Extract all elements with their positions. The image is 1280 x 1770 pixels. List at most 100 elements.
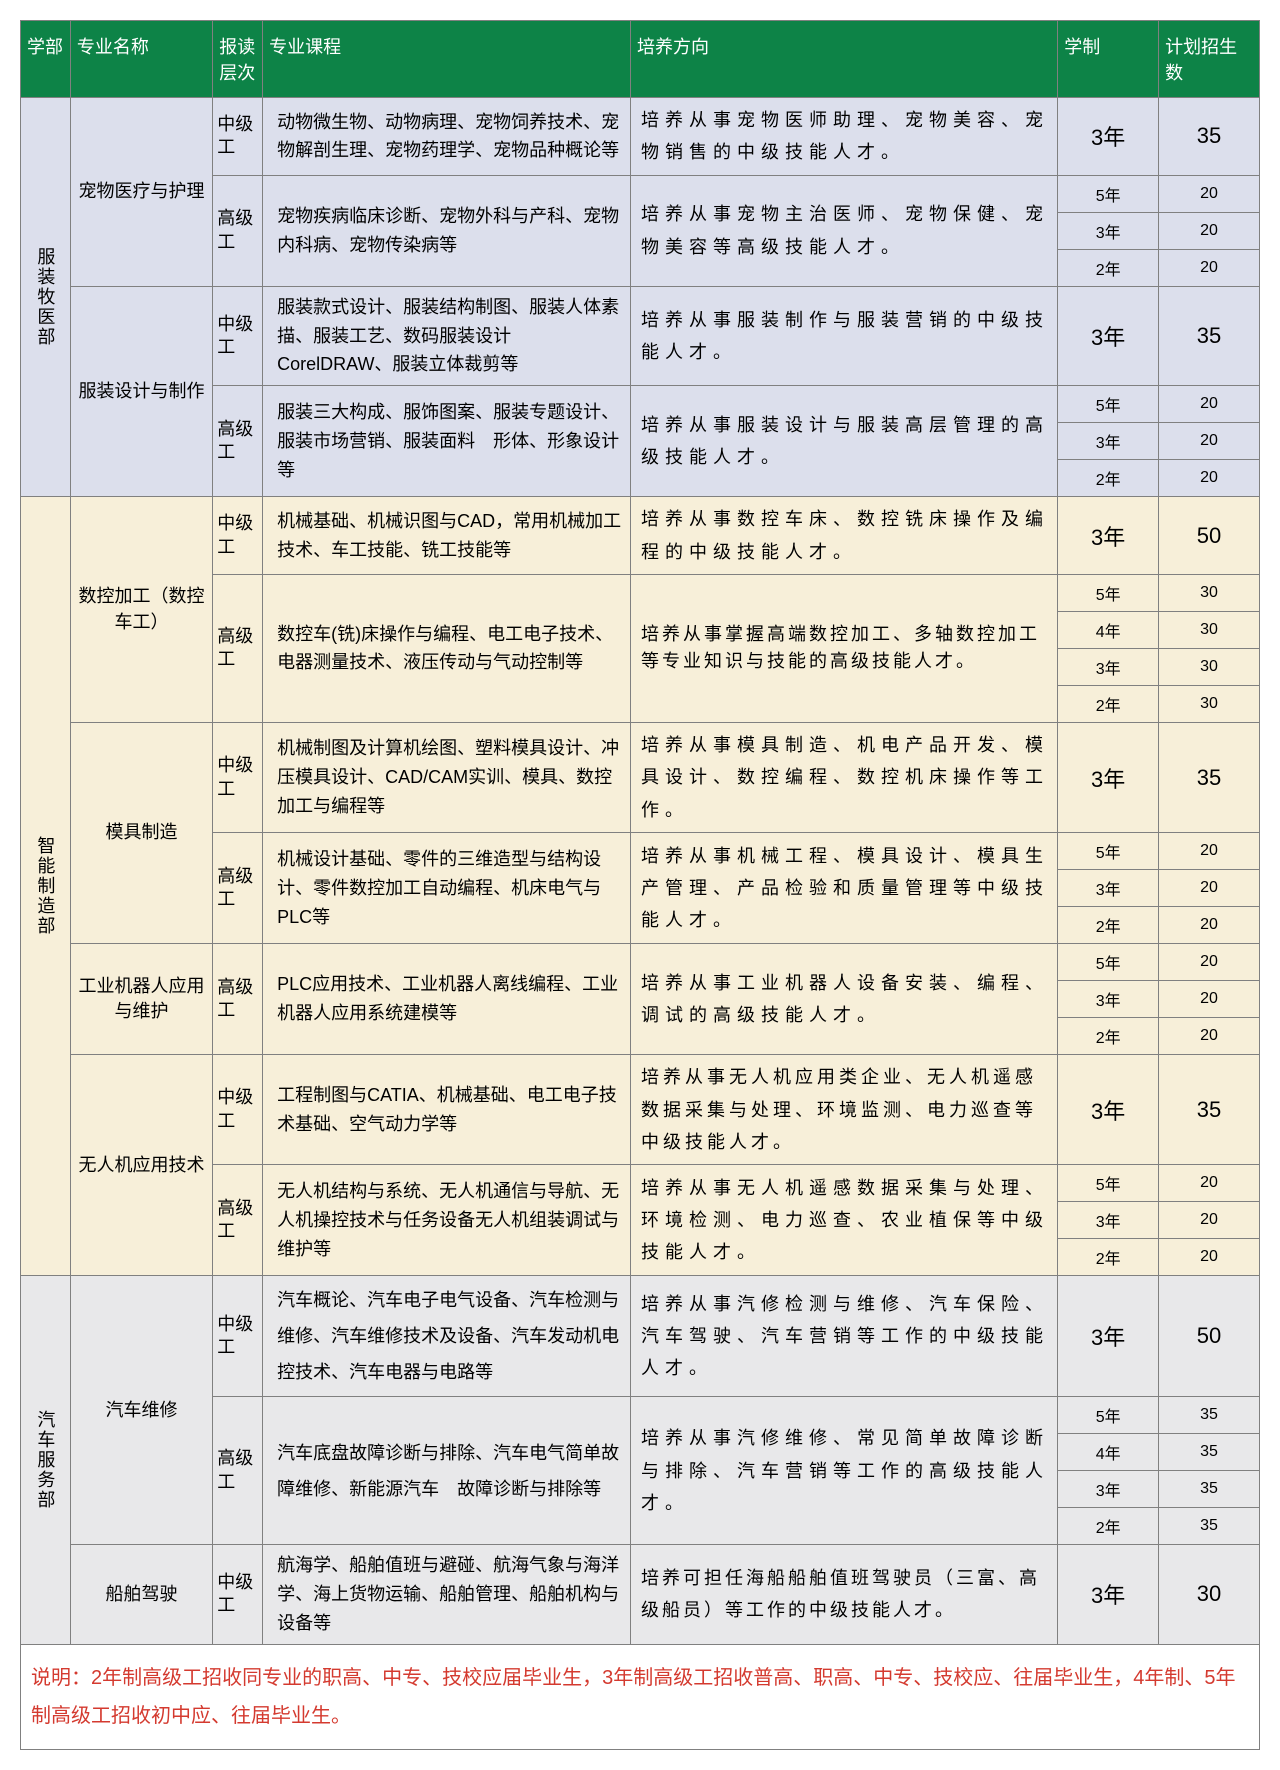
major-cell: 模具制造 xyxy=(70,722,212,943)
duration-cell: 5年 xyxy=(1058,1397,1159,1434)
duration-cell: 2年 xyxy=(1058,907,1159,944)
direction-cell: 培养从事模具制造、机电产品开发、模具设计、数控编程、数控机床操作等工作。 xyxy=(630,722,1057,832)
level-cell: 高级工 xyxy=(213,574,263,722)
direction-cell: 培养从事机械工程、模具设计、模具生产管理、产品检验和质量管理等中级技能人才。 xyxy=(630,833,1057,944)
course-cell: 机械设计基础、零件的三维造型与结构设计、零件数控加工自动编程、机床电气与PLC等 xyxy=(263,833,631,944)
duration-cell: 3年 xyxy=(1058,648,1159,685)
level-cell: 高级工 xyxy=(213,833,263,944)
dept-cell: 智能制造部 xyxy=(21,497,71,1276)
course-cell: 航海学、船舶值班与避碰、航海气象与海洋学、海上货物运输、船舶管理、船舶机构与设备… xyxy=(263,1545,631,1644)
duration-cell: 5年 xyxy=(1058,386,1159,423)
plan-cell: 20 xyxy=(1159,212,1260,249)
major-cell: 船舶驾驶 xyxy=(70,1545,212,1644)
duration-cell: 3年 xyxy=(1058,1471,1159,1508)
level-cell: 高级工 xyxy=(213,386,263,497)
plan-cell: 30 xyxy=(1159,611,1260,648)
direction-cell: 培养从事数控车床、数控铣床操作及编程的中级技能人才。 xyxy=(630,497,1057,575)
direction-cell: 培养从事汽修维修、常见简单故障诊断与排除、汽车营销等工作的高级技能人才。 xyxy=(630,1397,1057,1545)
plan-cell: 20 xyxy=(1159,1202,1260,1239)
course-cell: 汽车概论、汽车电子电气设备、汽车检测与维修、汽车维修技术及设备、汽车发动机电控技… xyxy=(263,1276,631,1397)
level-cell: 高级工 xyxy=(213,1397,263,1545)
header-course: 专业课程 xyxy=(263,21,631,98)
course-cell: 无人机结构与系统、无人机通信与导航、无人机操控技术与任务设备无人机组装调试与维护… xyxy=(263,1165,631,1276)
duration-cell: 2年 xyxy=(1058,1018,1159,1055)
level-cell: 中级工 xyxy=(213,286,263,385)
direction-cell: 培养从事工业机器人设备安装、编程、调试的高级技能人才。 xyxy=(630,944,1057,1055)
duration-cell: 5年 xyxy=(1058,175,1159,212)
direction-cell: 培养从事无人机应用类企业、无人机遥感数据采集与处理、环境监测、电力巡查等中级技能… xyxy=(630,1055,1057,1165)
course-cell: 汽车底盘故障诊断与排除、汽车电气简单故障维修、新能源汽车 故障诊断与排除等 xyxy=(263,1397,631,1545)
level-cell: 中级工 xyxy=(213,722,263,832)
dept-label: 智能制造部 xyxy=(32,836,58,936)
plan-cell: 30 xyxy=(1159,648,1260,685)
course-cell: PLC应用技术、工业机器人离线编程、工业机器人应用系统建模等 xyxy=(263,944,631,1055)
duration-cell: 3年 xyxy=(1058,1055,1159,1165)
plan-cell: 20 xyxy=(1159,175,1260,212)
header-dir: 培养方向 xyxy=(630,21,1057,98)
plan-cell: 35 xyxy=(1159,1508,1260,1545)
duration-cell: 3年 xyxy=(1058,870,1159,907)
course-cell: 服装三大构成、服饰图案、服装专题设计、服装市场营销、服装面料 形体、形象设计等 xyxy=(263,386,631,497)
duration-cell: 4年 xyxy=(1058,1434,1159,1471)
plan-cell: 50 xyxy=(1159,1276,1260,1397)
duration-cell: 5年 xyxy=(1058,833,1159,870)
level-cell: 高级工 xyxy=(213,944,263,1055)
dept-cell: 服装牧医部 xyxy=(21,98,71,497)
course-cell: 动物微生物、动物病理、宠物饲养技术、宠物解剖生理、宠物药理学、宠物品种概论等 xyxy=(263,98,631,176)
course-cell: 服装款式设计、服装结构制图、服装人体素描、服装工艺、数码服装设计CorelDRA… xyxy=(263,286,631,385)
level-cell: 中级工 xyxy=(213,497,263,575)
major-cell: 无人机应用技术 xyxy=(70,1055,212,1276)
plan-cell: 35 xyxy=(1159,1434,1260,1471)
duration-cell: 3年 xyxy=(1058,286,1159,385)
plan-cell: 20 xyxy=(1159,981,1260,1018)
major-cell: 汽车维修 xyxy=(70,1276,212,1545)
direction-cell: 培养从事服装制作与服装营销的中级技能人才。 xyxy=(630,286,1057,385)
duration-cell: 4年 xyxy=(1058,611,1159,648)
plan-cell: 20 xyxy=(1159,423,1260,460)
direction-cell: 培养可担任海船船舶值班驾驶员（三富、高级船员）等工作的中级技能人才。 xyxy=(630,1545,1057,1644)
plan-cell: 35 xyxy=(1159,1397,1260,1434)
major-cell: 服装设计与制作 xyxy=(70,286,212,496)
plan-cell: 35 xyxy=(1159,286,1260,385)
dept-cell: 汽车服务部 xyxy=(21,1276,71,1644)
level-cell: 中级工 xyxy=(213,1276,263,1397)
course-cell: 宠物疾病临床诊断、宠物外科与产科、宠物内科病、宠物传染病等 xyxy=(263,175,631,286)
plan-cell: 35 xyxy=(1159,1471,1260,1508)
duration-cell: 3年 xyxy=(1058,98,1159,176)
header-dur: 学制 xyxy=(1058,21,1159,98)
level-cell: 高级工 xyxy=(213,1165,263,1276)
level-cell: 中级工 xyxy=(213,98,263,176)
header-dept: 学部 xyxy=(21,21,71,98)
duration-cell: 3年 xyxy=(1058,722,1159,832)
plan-cell: 35 xyxy=(1159,722,1260,832)
direction-cell: 培养从事宠物医师助理、宠物美容、宠物销售的中级技能人才。 xyxy=(630,98,1057,176)
plan-cell: 20 xyxy=(1159,1018,1260,1055)
plan-cell: 50 xyxy=(1159,497,1260,575)
header-major: 专业名称 xyxy=(70,21,212,98)
level-cell: 中级工 xyxy=(213,1545,263,1644)
direction-cell: 培养从事无人机遥感数据采集与处理、环境检测、电力巡查、农业植保等中级技能人才。 xyxy=(630,1165,1057,1276)
plan-cell: 20 xyxy=(1159,944,1260,981)
plan-cell: 35 xyxy=(1159,1055,1260,1165)
course-cell: 机械制图及计算机绘图、塑料模具设计、冲压模具设计、CAD/CAM实训、模具、数控… xyxy=(263,722,631,832)
plan-cell: 20 xyxy=(1159,870,1260,907)
plan-cell: 20 xyxy=(1159,907,1260,944)
plan-cell: 20 xyxy=(1159,833,1260,870)
plan-cell: 20 xyxy=(1159,386,1260,423)
plan-cell: 30 xyxy=(1159,574,1260,611)
table-header: 学部 专业名称 报读层次 专业课程 培养方向 学制 计划招生数 xyxy=(21,21,1260,98)
major-cell: 数控加工（数控车工） xyxy=(70,497,212,723)
duration-cell: 3年 xyxy=(1058,1202,1159,1239)
course-cell: 工程制图与CATIA、机械基础、电工电子技术基础、空气动力学等 xyxy=(263,1055,631,1165)
enrollment-table: 学部 专业名称 报读层次 专业课程 培养方向 学制 计划招生数 服装牧医部 宠物… xyxy=(20,20,1260,1750)
course-cell: 机械基础、机械识图与CAD，常用机械加工技术、车工技能、铣工技能等 xyxy=(263,497,631,575)
plan-cell: 20 xyxy=(1159,1165,1260,1202)
duration-cell: 2年 xyxy=(1058,685,1159,722)
duration-cell: 3年 xyxy=(1058,1545,1159,1644)
plan-cell: 30 xyxy=(1159,1545,1260,1644)
duration-cell: 3年 xyxy=(1058,212,1159,249)
dept-label: 汽车服务部 xyxy=(32,1410,58,1510)
plan-cell: 20 xyxy=(1159,460,1260,497)
direction-cell: 培养从事掌握高端数控加工、多轴数控加工等专业知识与技能的高级技能人才。 xyxy=(630,574,1057,722)
duration-cell: 5年 xyxy=(1058,574,1159,611)
